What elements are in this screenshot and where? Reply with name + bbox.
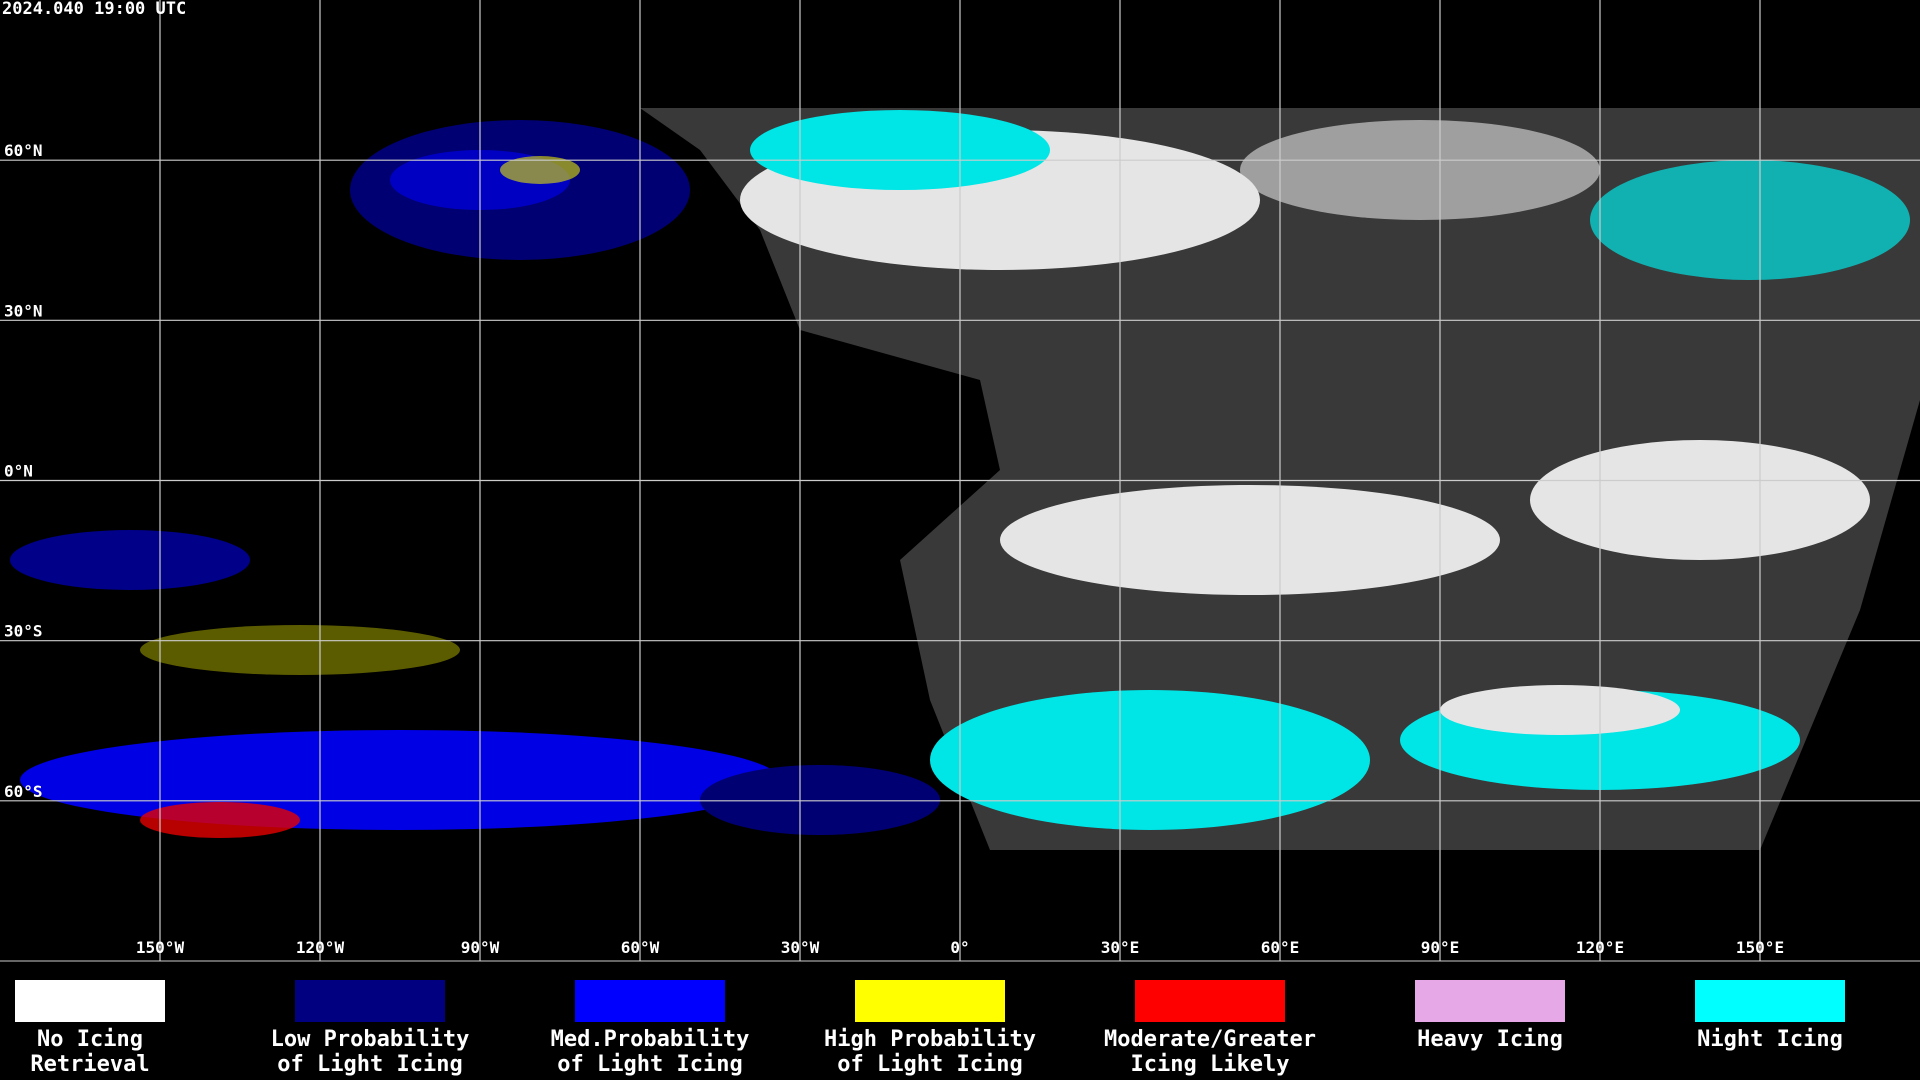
legend-label: Night Icing: [1697, 1027, 1843, 1052]
legend-label: High Probability: [824, 1027, 1036, 1052]
legend-swatch: [575, 980, 725, 1022]
latitude-label: 30°N: [4, 301, 43, 320]
legend-label: of Light Icing: [557, 1052, 742, 1077]
graticule: 60°N 30°N 0°N 30°S 60°S 150°W 120°W 90°W 60°W 30°…: [0, 0, 1920, 961]
legend-swatch: [295, 980, 445, 1022]
legend-label: No Icing: [37, 1027, 143, 1052]
latitude-label: 0°N: [4, 462, 33, 481]
legend-label: Moderate/Greater: [1104, 1027, 1316, 1052]
longitude-label: 60°W: [621, 938, 660, 957]
legend-label: Low Probability: [271, 1027, 470, 1052]
longitude-label: 90°E: [1421, 938, 1460, 957]
longitude-label: 60°E: [1261, 938, 1300, 957]
legend-swatch: [1415, 980, 1565, 1022]
longitude-label: 30°W: [781, 938, 820, 957]
timestamp: 2024.040 19:00 UTC: [2, 0, 186, 19]
latitude-label: 30°S: [4, 622, 43, 641]
longitude-label: 0°: [950, 938, 969, 957]
longitude-label: 120°E: [1576, 938, 1624, 957]
longitude-label: 120°W: [296, 938, 345, 957]
latitude-label: 60°S: [4, 782, 43, 801]
legend-label: Heavy Icing: [1417, 1027, 1563, 1052]
legend-swatch: [15, 980, 165, 1022]
legend-label: Icing Likely: [1131, 1052, 1290, 1077]
legend-label: Retrieval: [30, 1052, 149, 1077]
legend-swatch: [855, 980, 1005, 1022]
longitude-label: 90°W: [461, 938, 500, 957]
longitude-label: 150°W: [136, 938, 185, 957]
legend-label: Med.Probability: [551, 1027, 750, 1052]
latitude-label: 60°N: [4, 141, 43, 160]
longitude-label: 150°E: [1736, 938, 1784, 957]
legend-swatch: [1695, 980, 1845, 1022]
legend-label: of Light Icing: [277, 1052, 462, 1077]
legend-label: of Light Icing: [837, 1052, 1022, 1077]
legend-swatch: [1135, 980, 1285, 1022]
longitude-label: 30°E: [1101, 938, 1140, 957]
